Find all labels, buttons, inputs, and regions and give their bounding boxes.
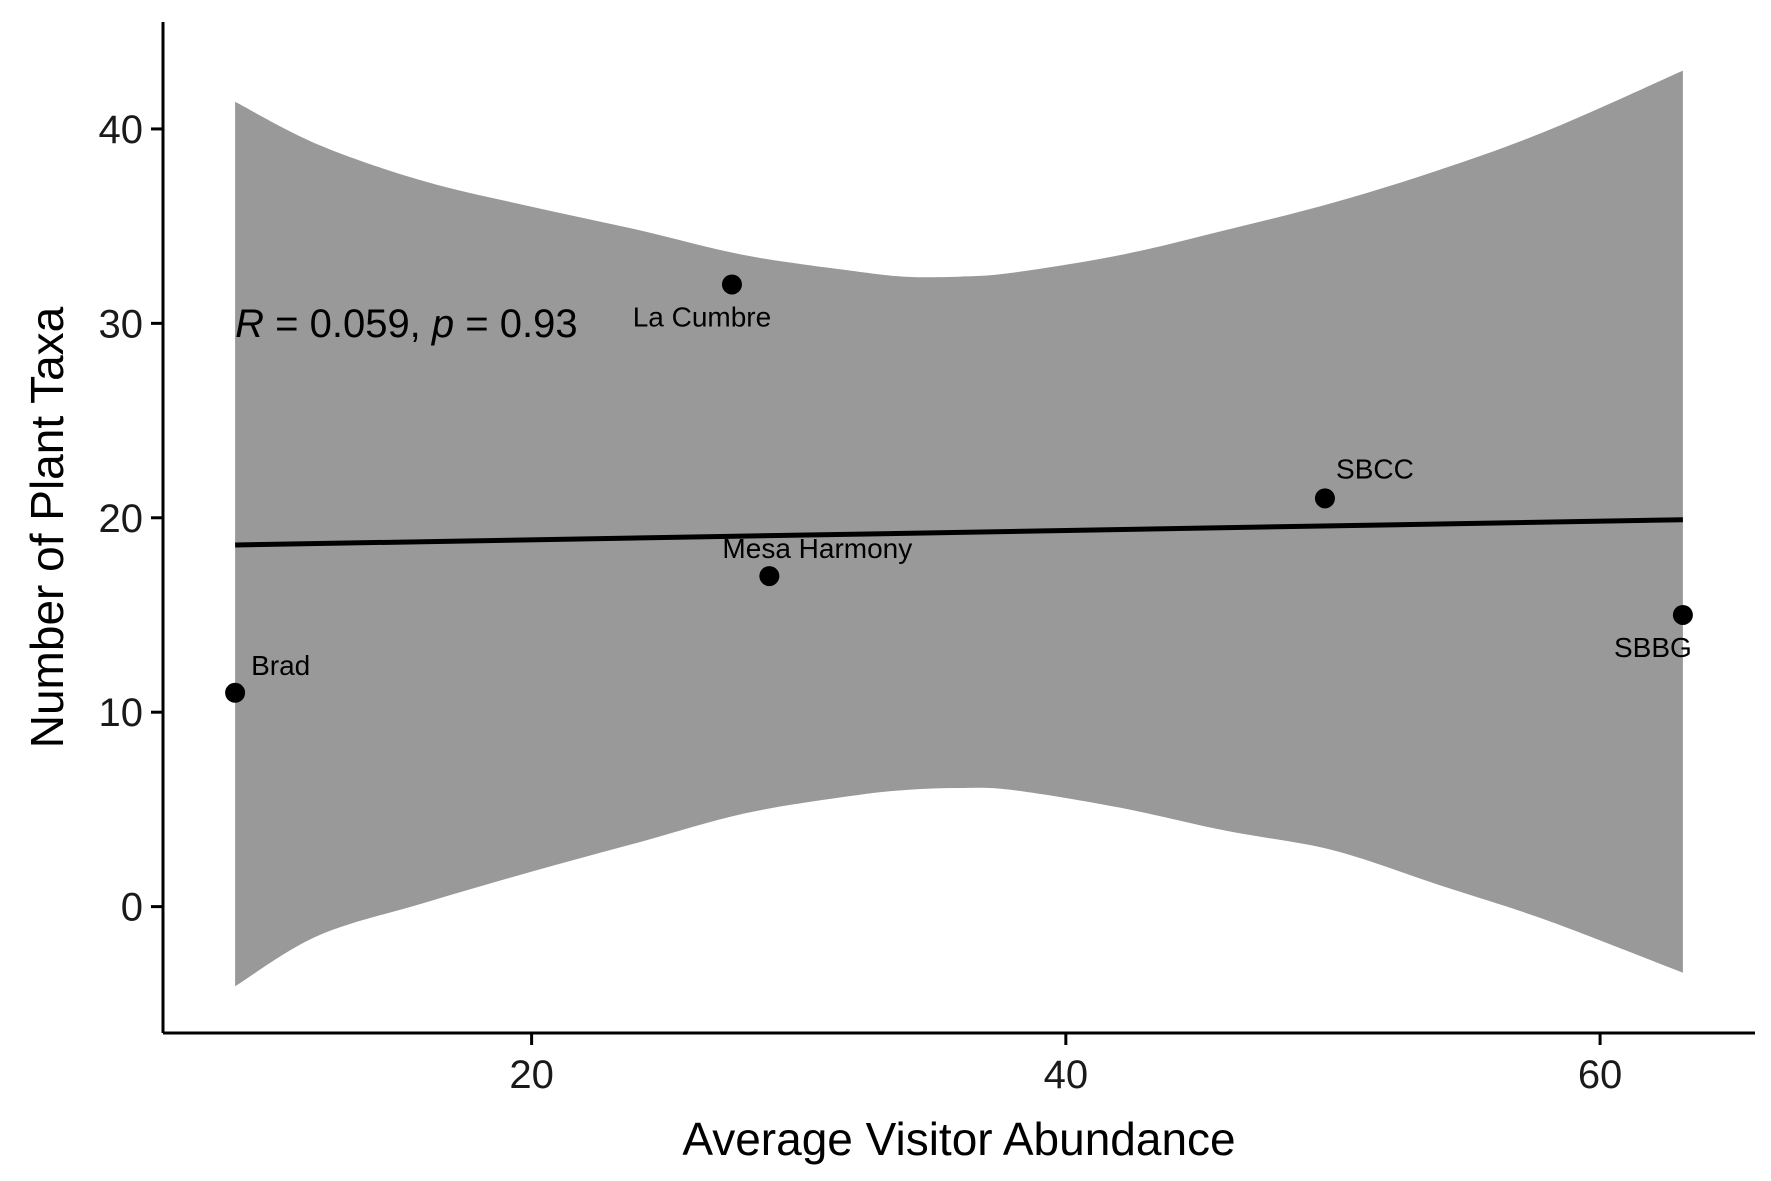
x-tick-label: 40 <box>1044 1053 1089 1097</box>
r-symbol: R <box>235 302 264 346</box>
axes <box>161 22 1755 1035</box>
confidence-band <box>235 70 1683 987</box>
x-tick-label: 20 <box>509 1053 554 1097</box>
x-tick-label: 60 <box>1578 1053 1623 1097</box>
correlation-annotation: R = 0.059, p = 0.93 <box>235 302 578 346</box>
point-label: Mesa Harmony <box>722 533 912 564</box>
x-axis-title: Average Visitor Abundance <box>682 1113 1235 1165</box>
data-point <box>1672 604 1693 625</box>
point-label: SBCC <box>1336 453 1414 484</box>
y-tick-label: 40 <box>99 108 144 152</box>
regression-line <box>235 517 1683 548</box>
correlation-stat-text: R = 0.059, p = 0.93 <box>235 302 578 346</box>
data-point <box>759 566 780 587</box>
data-point <box>225 682 246 703</box>
data-point <box>1314 488 1335 509</box>
y-tick-label: 30 <box>99 302 144 346</box>
y-tick-label: 20 <box>99 497 144 541</box>
point-label: SBBG <box>1614 632 1692 663</box>
y-ticks: 0 10 20 30 40 <box>99 108 163 930</box>
point-label: La Cumbre <box>633 301 772 332</box>
r-value: = 0.059, <box>264 302 432 346</box>
p-value: = 0.93 <box>454 302 577 346</box>
confidence-band-layer <box>235 70 1683 987</box>
regression-line-layer <box>235 517 1683 548</box>
p-symbol: p <box>431 302 454 346</box>
data-point <box>721 274 742 295</box>
y-tick-label: 0 <box>121 886 143 930</box>
y-axis-title: Number of Plant Taxa <box>21 306 73 748</box>
data-points: Brad La Cumbre Mesa Harmony SBCC SBBG <box>225 274 1693 703</box>
point-label: Brad <box>251 650 310 681</box>
x-ticks: 20 40 60 <box>509 1033 1622 1097</box>
y-tick-label: 10 <box>99 691 144 735</box>
